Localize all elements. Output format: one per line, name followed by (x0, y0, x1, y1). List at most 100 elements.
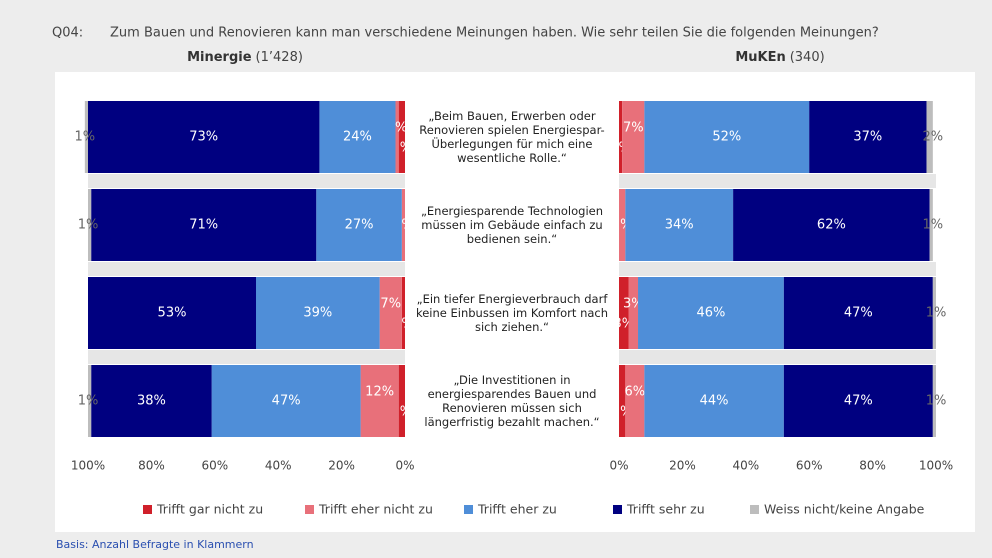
legend-label: Trifft eher nicht zu (318, 502, 433, 517)
data-label: 62% (817, 218, 846, 233)
bar-segment (84, 101, 88, 173)
x-tick-label: 20% (328, 459, 355, 473)
data-label: 53% (158, 306, 187, 321)
bar-segment (619, 277, 629, 349)
statement: „Energiesparende Technologien müssen im … (420, 204, 604, 246)
question: Zum Bauen und Renovieren kann man versch… (110, 26, 879, 41)
bar-segment (809, 101, 927, 173)
data-label: 46% (696, 306, 725, 321)
panel-title-count: (340) (790, 50, 825, 65)
bar-segment (88, 189, 92, 261)
bar-segment (256, 277, 380, 349)
legend-label: Weiss nicht/keine Angabe (764, 502, 925, 517)
bar-segment (625, 189, 734, 261)
bar-segment (619, 101, 623, 173)
bar-segment (395, 101, 399, 173)
data-label: 24% (343, 130, 372, 145)
data-label: 1% (926, 394, 947, 409)
x-tick-label: 40% (265, 459, 292, 473)
x-tick-label: 0% (395, 459, 414, 473)
x-tick-label: 100% (71, 459, 105, 473)
data-label: 1% (923, 218, 944, 233)
bar-segment (622, 101, 645, 173)
x-tick-label: 20% (669, 459, 696, 473)
data-label: 12% (365, 385, 394, 400)
data-label: 52% (712, 130, 741, 145)
bar-segment (91, 189, 317, 261)
bar-segment (932, 277, 936, 349)
bar-segment (401, 277, 405, 349)
x-tick-label: 80% (138, 459, 165, 473)
data-label: 47% (844, 306, 873, 321)
data-label: 47% (844, 394, 873, 409)
data-label: 73% (189, 130, 218, 145)
footnote: Basis: Anzahl Befragte in Klammern (56, 538, 254, 551)
bar-segment (638, 277, 784, 349)
bar-segment (644, 101, 810, 173)
panel-title: Minergie (1’428) (187, 50, 303, 65)
bar-segment (398, 365, 405, 437)
bar-segment (619, 189, 626, 261)
x-tick-label: 0% (609, 459, 628, 473)
bar-segment (783, 277, 933, 349)
bar-segment (733, 189, 930, 261)
legend-swatch (750, 505, 759, 514)
x-tick-label: 100% (919, 459, 953, 473)
bar-segment (398, 101, 405, 173)
data-label: 27% (345, 218, 374, 233)
data-label: 7% (380, 297, 401, 312)
data-label: 1% (926, 306, 947, 321)
question-label: Q04: (52, 26, 83, 41)
bar-segment (360, 365, 399, 437)
bar-segment (319, 101, 396, 173)
bar-segment (628, 277, 639, 349)
data-label: 2% (923, 130, 944, 145)
panel-title-name: MuKEn (735, 50, 785, 65)
statement: „Die Investitionen in energiesparendes B… (424, 373, 600, 429)
x-tick-label: 40% (732, 459, 759, 473)
legend-swatch (613, 505, 622, 514)
bar-segment (88, 277, 257, 349)
data-label: 37% (853, 130, 882, 145)
bar-segment (926, 101, 933, 173)
data-label: 1% (75, 130, 96, 145)
x-tick-label: 80% (859, 459, 886, 473)
data-label: 39% (303, 306, 332, 321)
data-label: 71% (189, 218, 218, 233)
data-label: 47% (272, 394, 301, 409)
bar-segment (644, 365, 784, 437)
bar-segment (929, 189, 933, 261)
bar-segment (211, 365, 361, 437)
x-tick-label: 60% (201, 459, 228, 473)
bar-segment (619, 365, 626, 437)
bar-segment (932, 365, 936, 437)
data-label: 1% (78, 218, 99, 233)
data-label: 6% (625, 385, 646, 400)
bar-segment (91, 365, 212, 437)
statement: „Ein tiefer Energieverbrauch darf keine … (415, 292, 609, 334)
panel-title-name: Minergie (187, 50, 252, 65)
legend-swatch (305, 505, 314, 514)
x-tick-label: 60% (796, 459, 823, 473)
legend-swatch (464, 505, 473, 514)
bar-segment (783, 365, 933, 437)
bar-segment (316, 189, 402, 261)
bar-segment (625, 365, 645, 437)
legend-label: Trifft sehr zu (626, 502, 705, 517)
bar-segment (379, 277, 402, 349)
data-label: 7% (623, 121, 644, 136)
statement: „Beim Bauen, Erwerben oder Renovieren sp… (419, 109, 605, 165)
legend-label: Trifft eher zu (477, 502, 557, 517)
bar-segment (88, 101, 320, 173)
data-label: 38% (137, 394, 166, 409)
bar-segment (88, 365, 92, 437)
panel-title: MuKEn (340) (735, 50, 824, 65)
legend-swatch (143, 505, 152, 514)
data-label: 1% (78, 394, 99, 409)
data-label: 34% (665, 218, 694, 233)
data-label: 44% (700, 394, 729, 409)
legend-label: Trifft gar nicht zu (156, 502, 263, 517)
panel-title-count: (1’428) (256, 50, 303, 65)
